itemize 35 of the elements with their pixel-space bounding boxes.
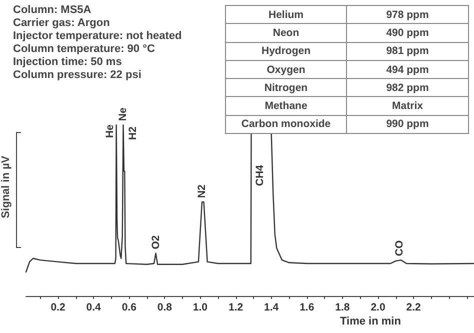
x-tick-label: 2.2 (406, 302, 422, 314)
text: Methane (226, 96, 346, 116)
text: 981 ppm (346, 42, 468, 60)
annotation: Carbon monoxide (226, 115, 346, 134)
text: Helium (226, 6, 346, 24)
x-axis-title: Time in min (340, 316, 402, 328)
x-tick-label: 0.2 (50, 302, 66, 314)
text: 490 ppm (346, 24, 468, 42)
x-tick-label: 1.2 (228, 302, 244, 314)
x-tick-label: 1.8 (335, 302, 350, 314)
x-tick-label: 1.6 (300, 302, 314, 314)
annotation: CH4 (254, 164, 266, 186)
text: Matrix (346, 96, 468, 116)
annotation: 990 ppm (346, 115, 468, 134)
annotation: O2 (150, 235, 162, 250)
text: Nitrogen (226, 78, 346, 97)
annotation: H2 (127, 126, 139, 140)
annotation: CO (393, 240, 406, 256)
annotation: He (104, 124, 116, 138)
x-tick-label: 1.0 (192, 302, 208, 314)
x-tick-label: 0.8 (157, 302, 172, 314)
text: 982 ppm (346, 78, 468, 97)
text: Column: MS5A Carrier gas: Argon Injector temperature: not heated Column temperature: 90 °C Injection time: 50 ms Column pressure: 22 psi (13, 4, 182, 82)
text: 978 ppm (346, 6, 468, 24)
text: 494 ppm (346, 60, 468, 79)
text: Neon (226, 24, 346, 42)
annotation: N2 (196, 184, 208, 198)
text: Oxygen (226, 60, 346, 79)
y-axis-title: Signal in µV (0, 154, 12, 220)
x-tick-label: 2.0 (370, 302, 386, 314)
text: Hydrogen (226, 42, 346, 60)
annotation: Ne (117, 107, 130, 121)
x-tick-label: 1.4 (264, 302, 279, 314)
x-tick-label: 0.6 (122, 302, 137, 314)
x-tick-label: 0.4 (86, 302, 102, 314)
